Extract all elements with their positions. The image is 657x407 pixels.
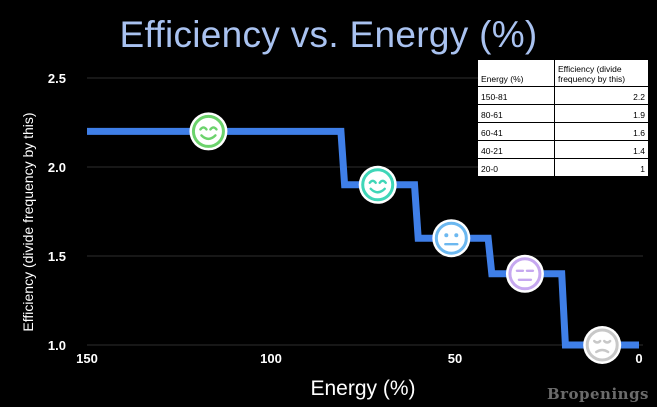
chart-title: Efficiency vs. Energy (%): [119, 14, 538, 55]
table-cell-efficiency: 1.4: [554, 140, 648, 159]
y-tick-label: 2.0: [48, 160, 66, 175]
y-tick-label: 1.0: [48, 338, 66, 353]
x-tick-label: 50: [448, 351, 462, 366]
x-tick-label: 100: [260, 351, 282, 366]
efficiency-table: Energy (%) Efficiency (divide frequency …: [478, 60, 648, 176]
table-cell-energy: 150-81: [478, 86, 555, 105]
table-header-efficiency: Efficiency (divide frequency by this): [554, 60, 648, 87]
table-cell-energy: 40-21: [478, 140, 555, 159]
y-axis-title: Efficiency (divide frequency by this): [20, 112, 36, 332]
x-tick-label: 150: [76, 351, 98, 366]
table-cell-efficiency: 2.2: [554, 86, 648, 105]
grinning-face-icon: [189, 112, 228, 151]
x-tick-label: 0: [635, 351, 642, 366]
table-row: 20-0 1: [478, 158, 648, 176]
table-cell-efficiency: 1.9: [554, 104, 648, 123]
watermark-logo: Bropenings: [546, 385, 649, 403]
table-row: 150-81 2.2: [478, 86, 648, 105]
x-axis-title: Energy (%): [310, 377, 416, 400]
neutral-face-icon: [432, 219, 471, 258]
relieved-face-icon: [583, 326, 622, 364]
table-cell-energy: 20-0: [478, 158, 555, 176]
table-cell-efficiency: 1: [640, 164, 645, 174]
table-row: 80-61 1.9: [478, 104, 648, 123]
table-cell-energy: 80-61: [478, 104, 555, 123]
y-tick-label: 2.5: [48, 71, 66, 86]
table-row: 60-41 1.6: [478, 122, 648, 141]
table-cell-efficiency: 1.6: [554, 122, 648, 141]
table-header-row: Energy (%) Efficiency (divide frequency …: [478, 60, 648, 87]
table-header-energy: Energy (%): [478, 60, 555, 87]
table-row: 40-21 1.4: [478, 140, 648, 159]
y-tick-label: 1.5: [48, 249, 66, 264]
table-cell-energy: 60-41: [478, 122, 555, 141]
unamused-face-icon: [505, 254, 544, 293]
smiling-face-icon: [358, 165, 397, 204]
